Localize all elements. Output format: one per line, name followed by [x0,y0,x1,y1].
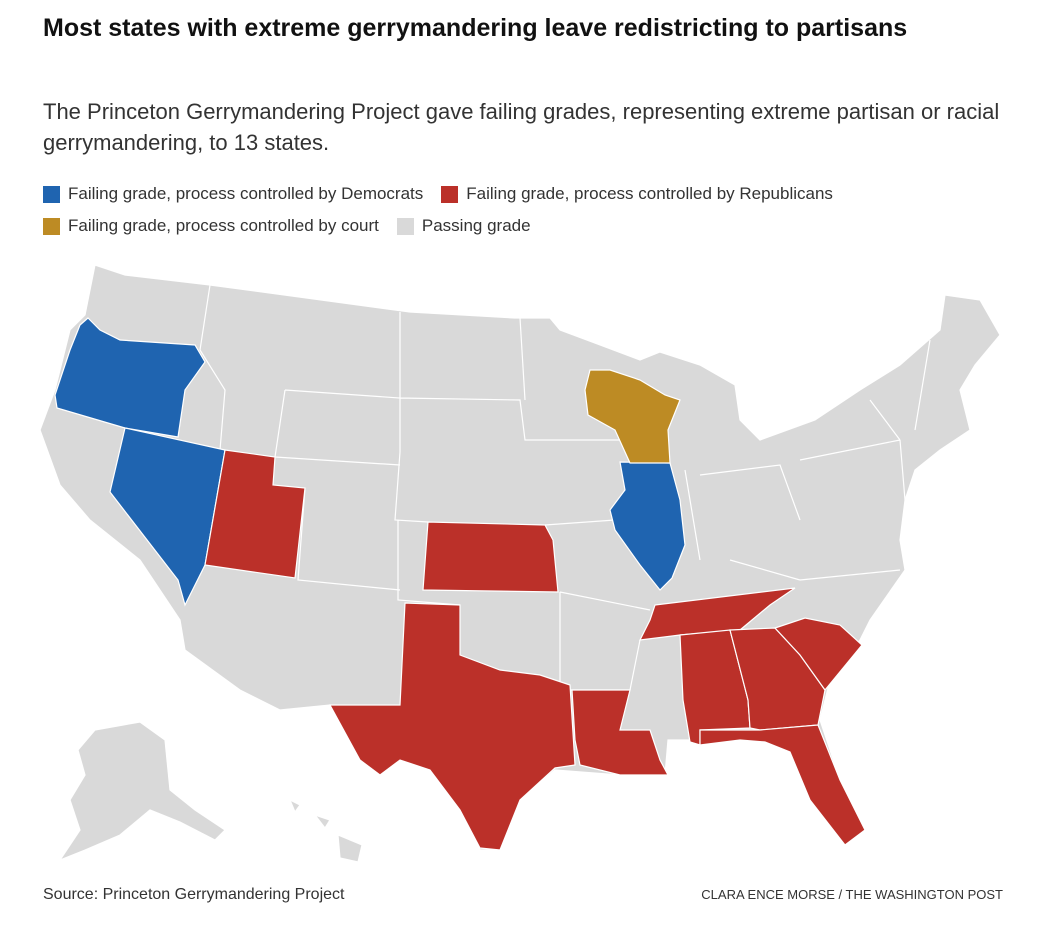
legend-item: Failing grade, process controlled by Rep… [441,184,833,204]
state [571,689,669,776]
state [204,449,306,579]
legend-label: Failing grade, process controlled by Dem… [68,184,424,203]
legend-swatch [441,185,459,203]
legend-row: Failing grade, process controlled by cou… [43,210,1003,242]
credit: CLARA ENCE MORSE / THE WASHINGTON POST [701,887,1003,902]
source: Source: Princeton Gerrymandering Project [43,886,345,903]
legend-item: Passing grade [396,216,531,236]
state [773,617,863,691]
state [584,369,681,464]
legend-label: Failing grade, process controlled by Rep… [466,184,833,203]
title: Most states with extreme gerrymandering … [43,14,908,42]
legend-item: Failing grade, process controlled by cou… [43,216,379,236]
legend-swatch [43,217,60,235]
state [422,521,559,593]
alaska [58,721,226,862]
state [609,461,686,591]
state [54,317,206,438]
legend-swatch [43,185,60,203]
legend-label: Passing grade [421,216,531,235]
legend-row: Failing grade, process controlled by Dem… [43,178,1003,210]
state-border [199,284,931,691]
legend-swatch [396,217,414,235]
state [328,602,576,851]
legend-item: Failing grade, process controlled by Dem… [43,184,423,204]
hawaii [288,798,363,863]
legend-label: Failing grade, process controlled by cou… [68,216,379,235]
state [699,724,866,846]
subtitle: The Princeton Gerrymandering Project gav… [43,99,1000,155]
legend: Failing grade, process controlled by Dem… [43,178,1003,242]
